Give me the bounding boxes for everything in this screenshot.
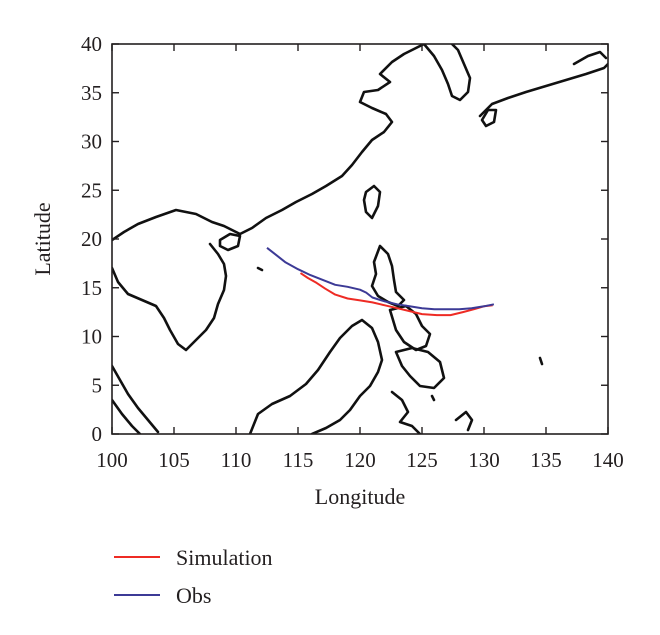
coastlines xyxy=(112,44,608,434)
coast-luzon xyxy=(370,244,406,308)
coast-korea xyxy=(422,44,472,102)
y-tick-label: 10 xyxy=(81,325,102,349)
coast-mindanao xyxy=(394,346,446,390)
coast-island-2 xyxy=(430,394,436,402)
legend: Simulation Obs xyxy=(114,545,273,608)
series-line-simulation xyxy=(299,272,493,317)
series-line-obs xyxy=(266,247,495,311)
coast-newguinea xyxy=(454,410,474,432)
x-tick-label: 110 xyxy=(221,448,252,472)
coast-sulawesi xyxy=(390,390,422,434)
coast-island-3 xyxy=(256,266,264,272)
plot-area xyxy=(112,44,608,434)
x-axis-label: Longitude xyxy=(315,484,405,509)
y-tick-label: 35 xyxy=(81,81,102,105)
coast-japan-north xyxy=(572,50,608,66)
coast-island-1 xyxy=(538,356,544,366)
y-tick-label: 0 xyxy=(92,422,103,446)
y-axis-ticks: 0 5 10 15 20 25 30 35 40 xyxy=(81,32,608,446)
legend-label-obs: Obs xyxy=(176,583,211,608)
coast-hainan xyxy=(218,232,242,252)
x-tick-label: 125 xyxy=(406,448,438,472)
x-tick-label: 120 xyxy=(344,448,376,472)
coast-taiwan xyxy=(362,184,382,220)
coast-mainland-asia xyxy=(112,44,426,242)
y-tick-label: 5 xyxy=(92,373,103,397)
x-tick-label: 135 xyxy=(530,448,562,472)
coast-sumatra xyxy=(112,398,142,434)
coast-japan-south xyxy=(480,108,498,128)
y-tick-label: 40 xyxy=(81,32,102,56)
x-tick-label: 130 xyxy=(468,448,500,472)
coast-indochina xyxy=(112,242,228,352)
y-tick-label: 30 xyxy=(81,130,102,154)
coast-visayas xyxy=(388,304,432,352)
series-layer xyxy=(266,247,495,317)
legend-label-simulation: Simulation xyxy=(176,545,273,570)
x-tick-label: 115 xyxy=(283,448,314,472)
coast-borneo xyxy=(248,318,384,434)
x-tick-label: 140 xyxy=(592,448,624,472)
coast-japan xyxy=(478,62,608,118)
x-tick-label: 100 xyxy=(96,448,128,472)
coast-malay xyxy=(112,364,160,434)
x-tick-label: 105 xyxy=(158,448,190,472)
x-axis-ticks: 100 105 110 115 120 125 130 135 140 xyxy=(96,44,624,472)
y-tick-label: 25 xyxy=(81,178,102,202)
y-tick-label: 20 xyxy=(81,227,102,251)
y-axis-label: Latitude xyxy=(30,202,55,275)
y-tick-label: 15 xyxy=(81,276,102,300)
